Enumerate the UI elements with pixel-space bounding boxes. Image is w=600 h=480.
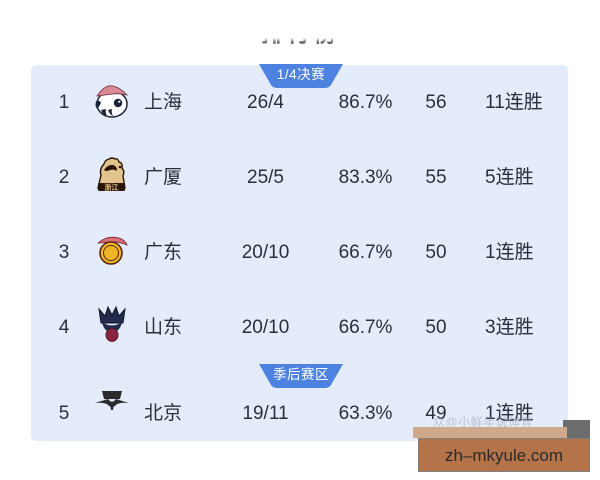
svg-text:浙江: 浙江 xyxy=(105,183,119,192)
